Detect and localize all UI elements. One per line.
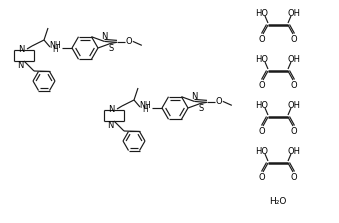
Text: O: O bbox=[216, 97, 222, 106]
Text: H: H bbox=[52, 45, 58, 54]
Text: S: S bbox=[108, 44, 114, 53]
Text: HO: HO bbox=[256, 8, 268, 17]
Text: N: N bbox=[107, 122, 113, 130]
Text: H: H bbox=[142, 105, 148, 114]
Text: OH: OH bbox=[287, 8, 300, 17]
Text: S: S bbox=[198, 104, 203, 113]
Text: N: N bbox=[191, 92, 198, 101]
Text: O: O bbox=[291, 126, 297, 136]
Text: O: O bbox=[291, 81, 297, 89]
Text: HO: HO bbox=[256, 101, 268, 109]
Text: HO: HO bbox=[256, 147, 268, 155]
Text: O: O bbox=[259, 81, 265, 89]
Text: O: O bbox=[291, 173, 297, 182]
Text: NH: NH bbox=[139, 101, 151, 109]
Text: N: N bbox=[108, 105, 114, 114]
Text: N: N bbox=[17, 62, 23, 70]
Text: O: O bbox=[291, 35, 297, 43]
Text: OH: OH bbox=[287, 54, 300, 64]
Text: H₂O: H₂O bbox=[269, 198, 287, 206]
Text: OH: OH bbox=[287, 147, 300, 155]
Text: NH: NH bbox=[49, 41, 61, 50]
Text: O: O bbox=[259, 173, 265, 182]
Text: O: O bbox=[259, 126, 265, 136]
Text: N: N bbox=[101, 32, 107, 41]
Text: O: O bbox=[125, 37, 132, 46]
Text: N: N bbox=[18, 45, 24, 54]
Text: O: O bbox=[259, 35, 265, 43]
Text: OH: OH bbox=[287, 101, 300, 109]
Text: HO: HO bbox=[256, 54, 268, 64]
